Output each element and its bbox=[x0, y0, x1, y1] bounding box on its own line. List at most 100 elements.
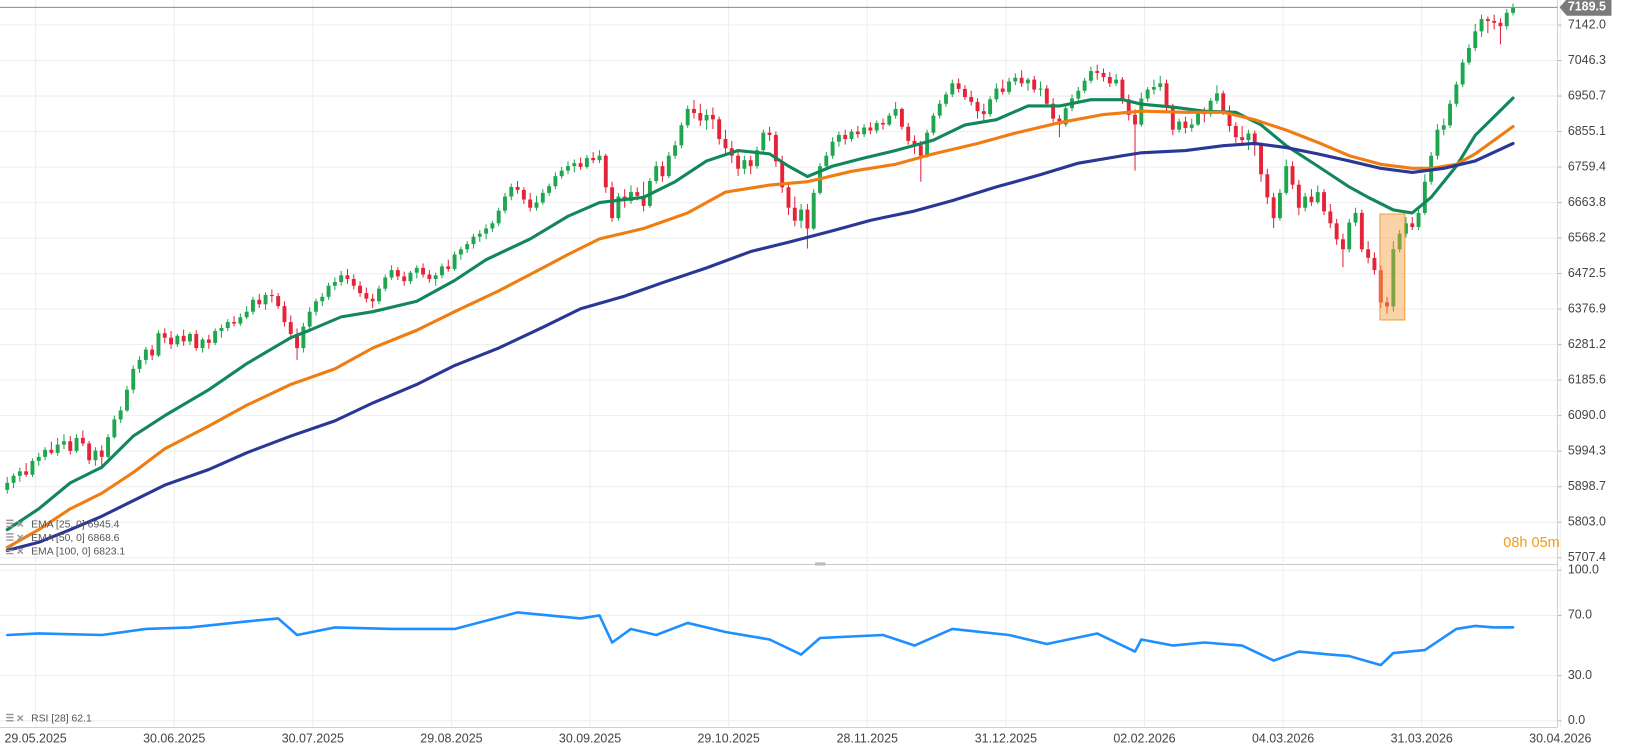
candle-body bbox=[962, 88, 967, 98]
candle-body bbox=[1397, 233, 1402, 250]
candle-body bbox=[364, 293, 369, 299]
candle-body bbox=[1076, 90, 1081, 99]
candle-body bbox=[389, 270, 394, 278]
candle-body bbox=[1315, 192, 1320, 203]
candle-body bbox=[99, 450, 104, 457]
candle-body bbox=[496, 210, 501, 224]
candle-body bbox=[1340, 239, 1345, 250]
candle-body bbox=[578, 163, 583, 167]
countdown: 08h 05m bbox=[1503, 535, 1560, 551]
candle-body bbox=[629, 192, 633, 202]
candle-body bbox=[862, 127, 867, 135]
candle-body bbox=[1271, 197, 1276, 219]
line-series bbox=[5, 611, 1515, 667]
legend-icon bbox=[6, 713, 14, 722]
candle-body bbox=[484, 228, 489, 234]
x-tick-label: 31.03.2026 bbox=[1391, 732, 1453, 746]
legend-entry: EMA [100, 0] 6823.1 bbox=[31, 546, 125, 557]
candle-body bbox=[515, 186, 520, 190]
candle-body bbox=[1454, 84, 1459, 104]
candle-body bbox=[30, 460, 35, 475]
y-tick-label: 6185.6 bbox=[1568, 372, 1606, 386]
candle-body bbox=[402, 276, 407, 282]
candle-body bbox=[553, 176, 558, 187]
candle-body bbox=[786, 187, 791, 208]
legend-icon bbox=[17, 547, 24, 555]
candle-body bbox=[597, 155, 602, 161]
x-tick-label: 31.12.2025 bbox=[975, 732, 1037, 746]
candle-body bbox=[540, 192, 545, 203]
candle-body bbox=[257, 299, 262, 305]
y-tick-label: 6376.9 bbox=[1568, 301, 1606, 315]
candle-body bbox=[1378, 270, 1383, 303]
candle-body bbox=[143, 349, 148, 360]
candle-body bbox=[1435, 129, 1440, 156]
candle-body bbox=[17, 471, 22, 476]
candle-body bbox=[1448, 103, 1453, 126]
candle-body bbox=[421, 267, 426, 275]
candle-body bbox=[1334, 223, 1339, 240]
candle-body bbox=[80, 437, 85, 444]
candle-body bbox=[377, 288, 381, 302]
candle-body bbox=[975, 101, 980, 112]
candle-body bbox=[332, 281, 337, 286]
candle-body bbox=[855, 131, 860, 135]
candle-body bbox=[887, 115, 892, 125]
candle-body bbox=[572, 163, 577, 167]
y-tick-label: 7142.0 bbox=[1568, 17, 1606, 31]
candle-body bbox=[830, 141, 835, 156]
candle-body bbox=[452, 254, 457, 269]
candle-body bbox=[1366, 249, 1371, 258]
candle-body bbox=[156, 333, 161, 356]
line-series bbox=[5, 109, 1515, 550]
candle-body bbox=[301, 326, 306, 349]
candle-body bbox=[269, 294, 274, 297]
x-tick-label: 29.05.2025 bbox=[4, 732, 66, 746]
legend-value: 62.1 bbox=[72, 713, 92, 724]
x-tick-label: 30.07.2025 bbox=[282, 732, 344, 746]
candle-body bbox=[112, 419, 117, 438]
candle-body bbox=[912, 140, 917, 146]
candle-body bbox=[704, 114, 709, 121]
y-tick-label: 6568.2 bbox=[1568, 230, 1606, 244]
x-tick-label: 04.03.2026 bbox=[1252, 732, 1314, 746]
candle-body bbox=[175, 335, 180, 345]
candle-body bbox=[351, 279, 356, 286]
candle-body bbox=[1177, 121, 1182, 130]
candle-body bbox=[1082, 80, 1087, 91]
candle-body bbox=[666, 155, 671, 177]
candle-body bbox=[188, 333, 192, 342]
legend-value: 6945.4 bbox=[88, 519, 120, 530]
candle-body bbox=[358, 285, 363, 294]
candle-body bbox=[181, 335, 186, 342]
candle-body bbox=[150, 349, 155, 356]
candle-body bbox=[320, 296, 325, 302]
legend-name: EMA [25, 0] bbox=[31, 519, 85, 530]
candle-body bbox=[641, 195, 646, 206]
candle-body bbox=[1479, 19, 1484, 32]
candle-body bbox=[1485, 19, 1490, 21]
candle-body bbox=[87, 443, 92, 461]
candle-body bbox=[824, 155, 829, 167]
y-tick-label: 5707.4 bbox=[1568, 550, 1606, 564]
last-price-label: 7189.5 bbox=[1568, 0, 1606, 14]
candle-body bbox=[1391, 249, 1396, 307]
candle-body bbox=[219, 328, 224, 331]
y-tick-label: 6663.8 bbox=[1568, 195, 1606, 209]
candle-body bbox=[251, 299, 255, 312]
candle-body bbox=[68, 441, 73, 451]
candle-body bbox=[370, 298, 375, 302]
candle-body bbox=[559, 170, 564, 177]
highlight-box bbox=[1379, 213, 1406, 321]
candle-body bbox=[1063, 108, 1068, 125]
candle-body bbox=[1460, 62, 1465, 85]
candle-body bbox=[673, 145, 678, 156]
candle-body bbox=[1208, 100, 1213, 115]
candle-body bbox=[1303, 196, 1308, 208]
candle-body bbox=[1322, 192, 1326, 212]
candle-body bbox=[1000, 88, 1005, 92]
candle-body bbox=[433, 275, 438, 280]
candle-body bbox=[446, 266, 451, 269]
candle-body bbox=[1019, 77, 1024, 84]
